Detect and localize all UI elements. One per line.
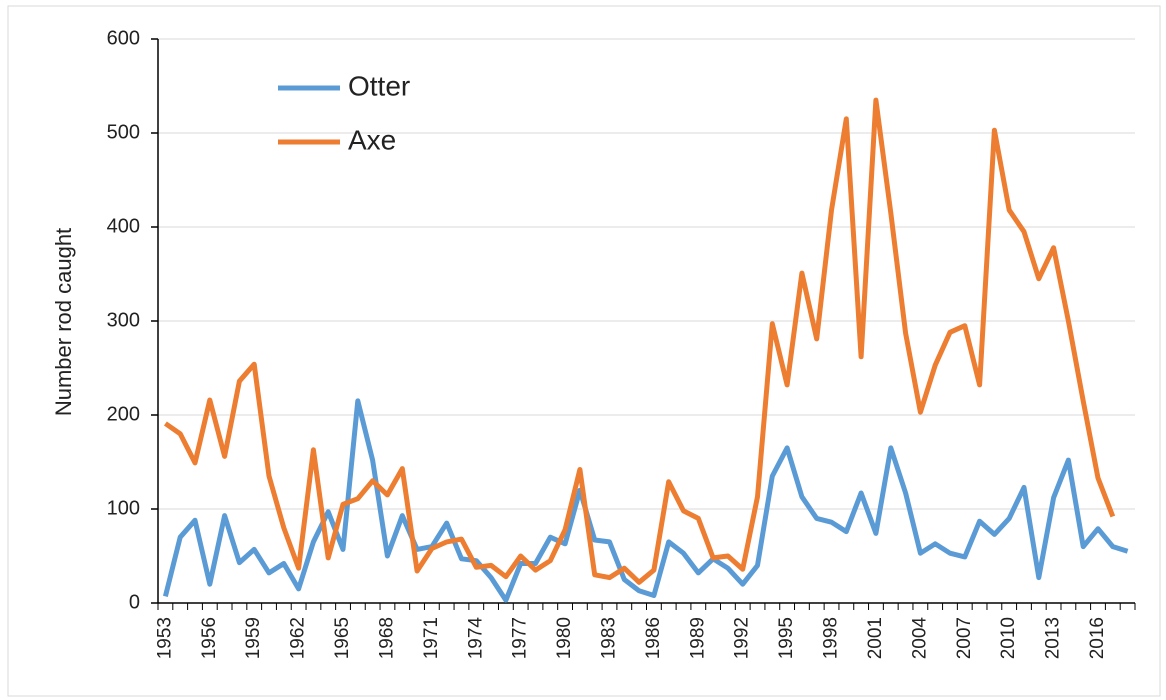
x-tick-label: 2013 bbox=[1043, 617, 1064, 659]
x-tick-label: 1965 bbox=[332, 617, 353, 659]
legend-label: Otter bbox=[348, 70, 410, 101]
x-tick-label: 1989 bbox=[687, 617, 708, 659]
x-tick-label: 2001 bbox=[865, 617, 886, 659]
x-tick-label: 1971 bbox=[421, 617, 442, 659]
y-axis-label: Number rod caught bbox=[51, 228, 76, 416]
series-line bbox=[162, 398, 1129, 603]
x-tick-label: 1995 bbox=[776, 617, 797, 659]
x-tick-label: 1953 bbox=[154, 617, 175, 659]
x-tick-label: 2010 bbox=[998, 617, 1019, 659]
chart-border bbox=[7, 5, 1161, 697]
y-tick-label: 500 bbox=[107, 121, 140, 143]
y-tick-label: 300 bbox=[107, 309, 140, 331]
y-tick-label: 200 bbox=[107, 403, 140, 425]
x-tick-label: 1998 bbox=[821, 617, 842, 659]
y-tick-label: 400 bbox=[107, 215, 140, 237]
x-tick-label: 1992 bbox=[732, 617, 753, 659]
x-tick-label: 2016 bbox=[1087, 617, 1108, 659]
x-tick-label: 1983 bbox=[599, 617, 620, 659]
x-tick-label: 1959 bbox=[243, 617, 264, 659]
x-tick-label: 1968 bbox=[376, 617, 397, 659]
y-tick-label: 600 bbox=[107, 27, 140, 49]
x-tick-label: 1956 bbox=[199, 617, 220, 659]
x-tick-label: 2007 bbox=[954, 617, 975, 659]
series-line bbox=[163, 97, 1116, 585]
x-tick-label: 1986 bbox=[643, 617, 664, 659]
x-tick-label: 1962 bbox=[288, 617, 309, 659]
x-tick-label: 1977 bbox=[510, 617, 531, 659]
legend-label: Axe bbox=[348, 124, 396, 155]
x-tick-label: 2004 bbox=[909, 617, 930, 660]
y-tick-label: 100 bbox=[107, 497, 140, 519]
y-tick-label: 0 bbox=[129, 591, 140, 613]
x-tick-label: 1980 bbox=[554, 617, 575, 659]
x-tick-label: 1974 bbox=[465, 617, 486, 660]
